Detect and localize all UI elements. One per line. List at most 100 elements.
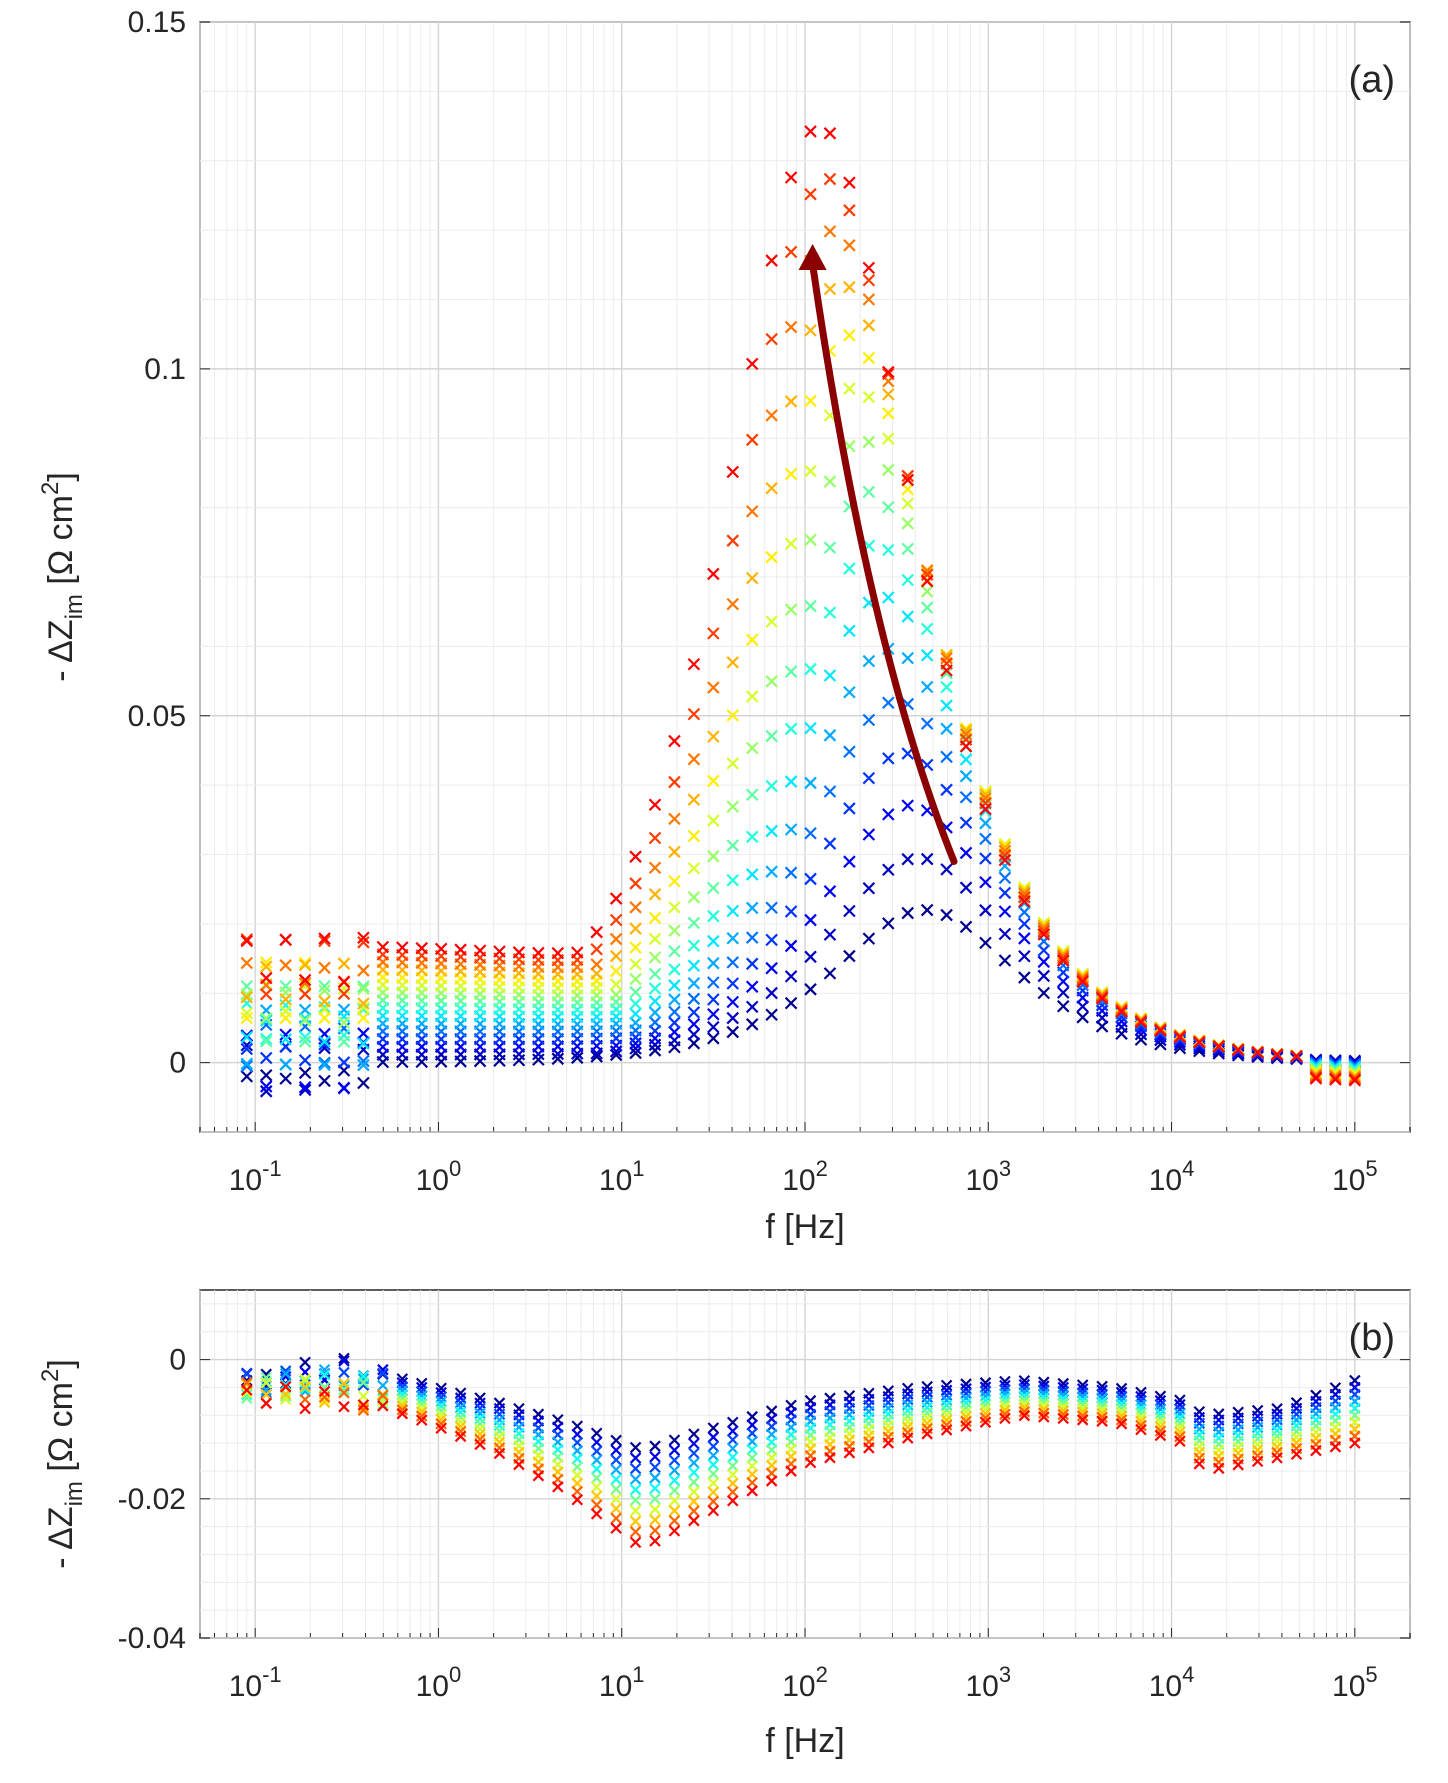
data-point [765, 779, 778, 793]
data-point [279, 993, 292, 1006]
data-point [940, 1384, 953, 1397]
data-point [337, 1056, 351, 1069]
data-point [396, 1404, 409, 1416]
panel-b-x-tick-labels: 10-1 100 101 102 103 104 105 [229, 1662, 1378, 1703]
data-point [1056, 986, 1070, 999]
data-point [979, 816, 992, 830]
data-point [1135, 1419, 1147, 1432]
data-point [318, 932, 331, 945]
data-point [240, 1029, 254, 1042]
data-point [1135, 1399, 1147, 1411]
data-point [862, 435, 876, 449]
data-point [746, 1485, 758, 1497]
data-point [648, 888, 662, 901]
data-point [765, 986, 778, 1000]
data-point [1135, 1386, 1147, 1399]
data-point [1173, 1030, 1187, 1044]
data-point [1134, 1033, 1148, 1046]
x-tick-label: 105 [1332, 1156, 1378, 1197]
data-point [668, 1434, 681, 1446]
data-point [299, 1375, 311, 1388]
data-point [745, 357, 759, 371]
data-point [707, 814, 720, 827]
data-point [668, 1515, 681, 1527]
data-point [1018, 905, 1031, 919]
data-point [1193, 1039, 1206, 1053]
data-point [998, 927, 1012, 941]
data-point [862, 319, 876, 332]
data-point [882, 367, 895, 381]
data-point [979, 904, 992, 917]
data-point [726, 931, 740, 945]
data-point [765, 933, 778, 947]
data-point [454, 1420, 467, 1433]
data-point [959, 740, 973, 753]
data-point [454, 1425, 467, 1438]
data-point [1329, 1441, 1342, 1453]
data-point [998, 853, 1012, 867]
data-point [259, 1035, 273, 1048]
data-point [901, 799, 915, 812]
data-point [765, 1475, 778, 1487]
data-point [979, 802, 992, 816]
data-point [318, 1074, 331, 1088]
data-point [998, 954, 1012, 967]
data-point [298, 958, 312, 972]
data-point [609, 964, 623, 978]
data-point [1076, 973, 1089, 986]
data-point [454, 1396, 467, 1409]
data-point [240, 1006, 254, 1020]
data-point [279, 1390, 292, 1402]
data-point [649, 1535, 661, 1547]
data-point [940, 722, 953, 736]
data-point [843, 1447, 856, 1459]
data-point [940, 664, 953, 677]
data-point [240, 1057, 254, 1071]
data-point [1154, 1416, 1167, 1429]
data-point [1115, 1418, 1128, 1430]
data-point [901, 542, 915, 556]
data-point [357, 931, 370, 945]
data-point [765, 482, 778, 495]
data-point [804, 533, 817, 547]
data-point [493, 945, 506, 958]
data-point [590, 1508, 603, 1520]
data-point [687, 829, 701, 843]
data-point [823, 475, 837, 488]
data-point [240, 956, 254, 970]
data-point [610, 1483, 622, 1495]
data-point [1174, 1421, 1186, 1434]
data-point [726, 1416, 739, 1429]
data-point [648, 994, 662, 1008]
panel-a-y-title-close: ] [42, 472, 80, 481]
data-point [940, 666, 953, 680]
data-point [901, 517, 915, 530]
data-point [882, 752, 895, 765]
data-point [901, 573, 915, 587]
x-tick-label: 10-1 [229, 1156, 282, 1197]
data-point [357, 1373, 370, 1385]
data-point [940, 750, 953, 764]
data-point [1174, 1430, 1186, 1443]
data-point [1154, 1390, 1167, 1403]
data-point [726, 465, 740, 479]
data-point [745, 901, 759, 915]
data-point [298, 1012, 312, 1025]
data-point [726, 956, 740, 969]
data-point [998, 871, 1012, 885]
data-point [843, 802, 856, 815]
data-point [338, 1366, 350, 1379]
data-point [998, 838, 1012, 852]
data-point [804, 872, 817, 886]
data-point [415, 1410, 428, 1422]
data-point [784, 603, 798, 616]
data-point [590, 1463, 603, 1475]
data-point [707, 1458, 720, 1471]
data-point [298, 977, 312, 990]
data-point [1232, 1459, 1244, 1471]
data-point [1135, 1415, 1147, 1428]
data-point [940, 783, 953, 797]
data-point [454, 1392, 467, 1404]
data-point [707, 881, 720, 895]
data-point [279, 1379, 292, 1391]
